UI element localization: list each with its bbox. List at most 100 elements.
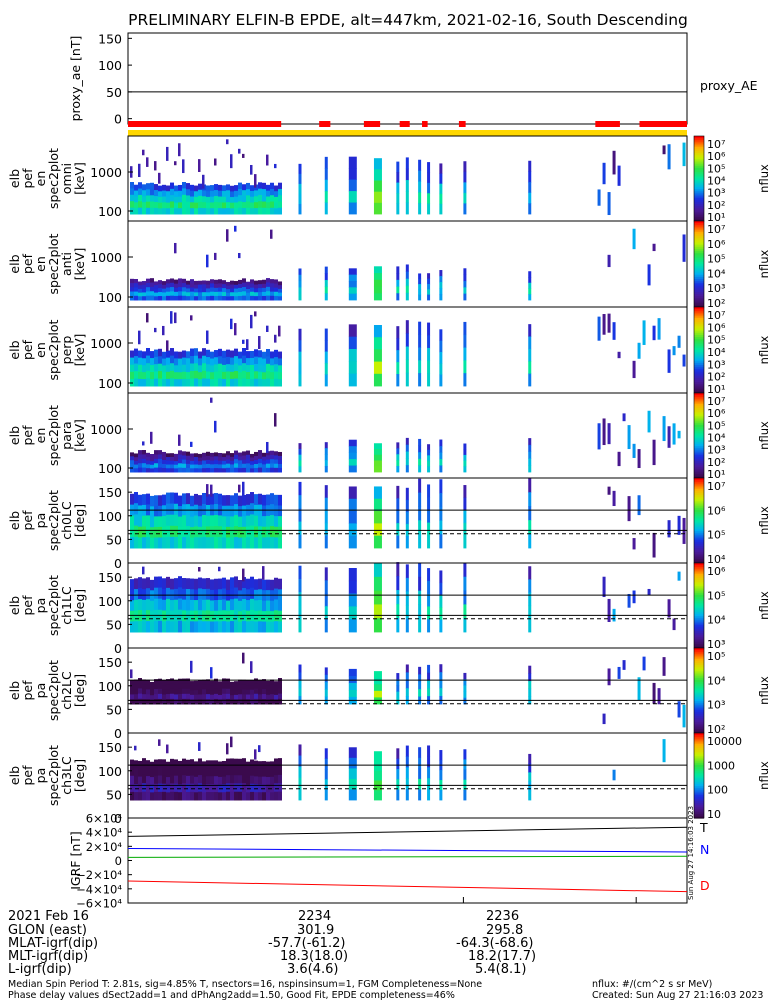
heatmap-cell [234, 323, 237, 336]
heatmap-cell [230, 537, 234, 549]
heatmap-cell [246, 537, 250, 549]
footer-row-value: 295.8 [486, 923, 524, 938]
heatmap-cell [138, 364, 142, 373]
heatmap-cell [254, 537, 258, 549]
colorbar-tick-label: 10² [707, 199, 725, 212]
heatmap-cell [158, 363, 162, 372]
heatmap-cell [238, 365, 242, 373]
heatmap-cell [373, 563, 382, 578]
colorbar-tick-label: 10⁷ [707, 480, 725, 493]
heatmap-cell [597, 316, 601, 341]
y-tick-label: 6×10⁴ [86, 812, 123, 826]
heatmap-cell [348, 580, 357, 595]
heatmap-cell [266, 286, 270, 292]
heatmap-cell [154, 467, 158, 473]
heatmap-cell [463, 749, 467, 760]
colorbar-segment [694, 716, 704, 719]
heatmap-cell [170, 775, 174, 785]
heatmap-cell [238, 358, 242, 366]
heatmap-cell [632, 443, 636, 458]
heatmap-cell [178, 295, 182, 301]
colorbar-segment [694, 520, 704, 524]
heatmap-cell [262, 365, 266, 373]
heatmap-cell [218, 694, 222, 700]
heatmap-cell [190, 184, 194, 192]
heatmap-cell [170, 492, 174, 505]
heatmap-cell [134, 453, 138, 458]
heatmap-cell [182, 621, 186, 633]
heatmap-cell [222, 292, 226, 297]
heatmap-cell [170, 287, 174, 292]
heatmap-cell [396, 293, 400, 301]
heatmap-cell [528, 203, 532, 215]
heatmap-cell [222, 693, 226, 700]
heatmap-cell [418, 278, 422, 285]
heatmap-cell [348, 668, 357, 677]
y-axis-label-line: elb [7, 169, 22, 188]
heatmap-cell [258, 201, 262, 209]
heatmap-cell [274, 505, 278, 517]
heatmap-cell [134, 464, 138, 469]
heatmap-cell [134, 699, 138, 705]
heatmap-cell [405, 346, 409, 361]
heatmap-cell [405, 157, 409, 170]
heatmap-cell [162, 358, 166, 366]
heatmap-cell [234, 685, 238, 691]
heatmap-cell [226, 766, 230, 776]
heatmap-cell [162, 365, 166, 373]
colorbar-segment [694, 805, 704, 808]
heatmap-cell [246, 680, 250, 686]
heatmap-cell [278, 201, 282, 209]
heatmap-cell [174, 291, 178, 297]
heatmap-cell [324, 689, 328, 698]
y-axis-label-line: pef [20, 339, 35, 360]
colorbar-segment [694, 754, 704, 757]
colorbar-segment [694, 497, 704, 500]
heatmap-cell [174, 379, 178, 387]
heatmap-cell [174, 365, 178, 373]
heatmap-cell [198, 621, 202, 633]
heatmap-cell [298, 672, 302, 681]
heatmap-cell [396, 460, 400, 467]
heatmap-cell [324, 779, 328, 791]
heatmap-cell [418, 520, 422, 535]
heatmap-cell [405, 333, 409, 347]
y-tick-label: 100 [98, 461, 122, 476]
heatmap-cell [250, 364, 254, 373]
heatmap-cell [230, 208, 234, 215]
heatmap-cell [528, 665, 532, 674]
heatmap-cell [226, 775, 230, 784]
creation-stamp: Sun Aug 27 14:16:03 2023 [687, 806, 695, 900]
heatmap-cell [206, 515, 210, 527]
colorbar-segment [694, 184, 704, 188]
heatmap-cell [238, 279, 242, 285]
heatmap-cell [324, 460, 328, 467]
heatmap-cell [190, 378, 194, 387]
heatmap-cell [254, 280, 258, 286]
heatmap-cell [190, 578, 194, 590]
heatmap-cell [278, 678, 282, 684]
heatmap-cell [218, 190, 222, 198]
science-zone-bar [595, 121, 620, 127]
colorbar-segment [694, 684, 704, 687]
colorbar-segment [694, 458, 704, 462]
colorbar-segment [694, 607, 704, 611]
heatmap-cell [528, 361, 532, 375]
heatmap-cell [324, 758, 328, 770]
heatmap-cell [463, 454, 467, 462]
heatmap-cell [439, 595, 443, 608]
y-axis-label-line: pef [20, 510, 35, 531]
heatmap-cell [254, 311, 257, 317]
heatmap-cell [138, 207, 142, 215]
heatmap-cell [230, 284, 234, 289]
heatmap-cell [373, 273, 382, 281]
heatmap-cell [373, 671, 382, 679]
heatmap-cell [162, 685, 166, 691]
colorbar-segment [694, 471, 704, 475]
heatmap-cell [266, 690, 270, 696]
heatmap-cell [146, 493, 150, 505]
heatmap-cell [427, 497, 431, 511]
heatmap-cell [270, 279, 274, 284]
heatmap-cell [154, 679, 158, 685]
colorbar-segment [694, 567, 704, 570]
